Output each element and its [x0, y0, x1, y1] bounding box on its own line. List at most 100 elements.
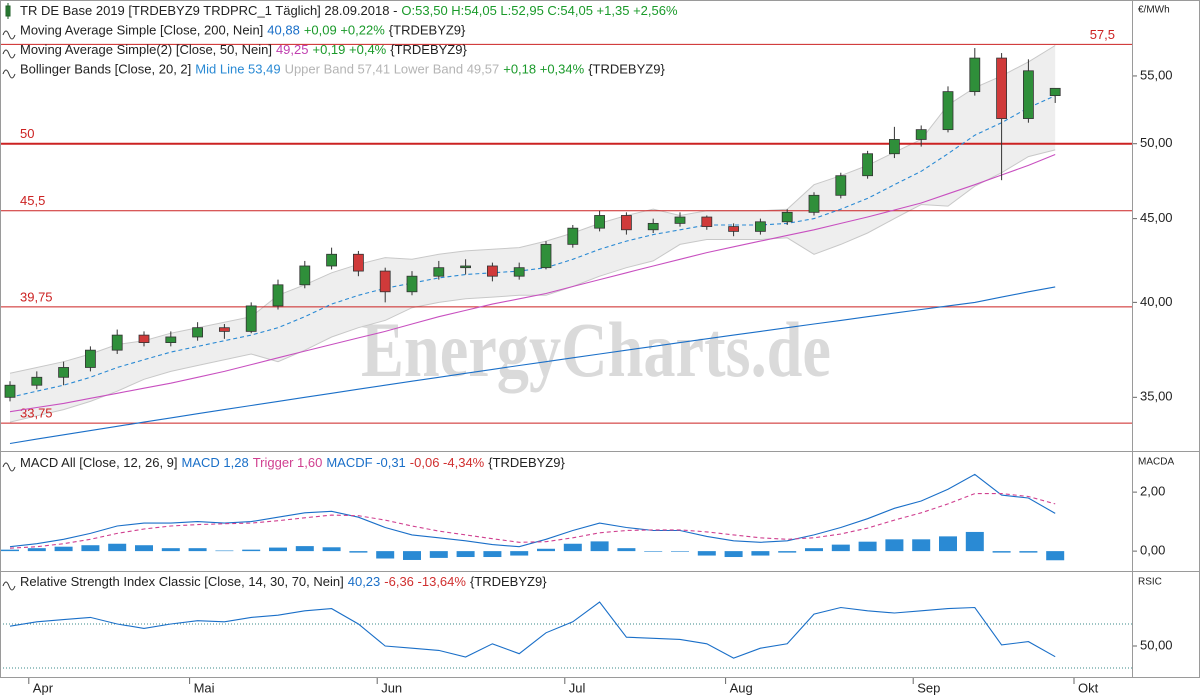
y-tick-label: 55,00 — [1140, 67, 1173, 82]
line-icon — [2, 462, 16, 472]
band-fill — [10, 45, 1056, 423]
histogram-bar — [403, 551, 421, 560]
candle-body — [433, 267, 445, 277]
candle-body — [674, 216, 686, 224]
horizontal-line-label: 50 — [20, 126, 34, 141]
legend-entry: MACD All [Close, 12, 26, 9] MACD 1,28 Trig… — [20, 455, 565, 470]
indicator-line — [9, 493, 1056, 549]
legend-text: Moving Average Simple [Close, 200, Nein] — [20, 23, 263, 38]
histogram-bar — [751, 551, 770, 556]
legend-text: Relative Strength Index Classic [Close, … — [20, 574, 344, 589]
legend-text: 49,25 — [276, 42, 309, 57]
x-tick-label: Sep — [917, 680, 940, 695]
legend-icons — [2, 3, 16, 591]
candle-body — [58, 367, 69, 378]
histogram-bar — [671, 551, 689, 552]
legend-text: +0,18 +0,34% — [503, 62, 584, 77]
histogram-bar — [992, 551, 1011, 553]
legend-text: Upper Band 57,41 Lower Band 49,57 — [285, 62, 500, 77]
candle-body — [272, 284, 284, 307]
histogram-bar — [295, 546, 314, 552]
candle-body — [218, 327, 230, 332]
histogram-bar — [724, 551, 743, 558]
candle-body — [567, 227, 579, 245]
legend-text: Moving Average Simple(2) [Close, 50, Nei… — [20, 42, 272, 57]
x-tick-label: Aug — [730, 680, 753, 695]
histogram-bar — [322, 547, 341, 552]
indicator-line — [9, 473, 1056, 548]
legend-text: MACD All [Close, 12, 26, 9] — [20, 455, 178, 470]
legend-text: -0,06 -4,34% — [410, 455, 485, 470]
histogram-bar — [188, 548, 207, 552]
candle-body — [594, 215, 605, 229]
histogram-bar — [27, 548, 46, 552]
y-tick-label: 0,00 — [1140, 543, 1165, 558]
candle-body — [647, 222, 659, 231]
candle-body — [460, 265, 472, 269]
x-tick-label: Jul — [569, 680, 586, 695]
histogram-bar — [885, 539, 904, 552]
axis-label: €/MWh — [1138, 5, 1170, 16]
candle-body — [540, 243, 552, 269]
candle-body — [326, 253, 338, 267]
candle-body — [299, 265, 311, 286]
x-tick-label: Apr — [33, 680, 54, 695]
legend-text: TR DE Base 2019 [TRDEBYZ9 TRDPRC_1 Tägli… — [20, 3, 397, 18]
candle-body — [352, 253, 364, 272]
x-tick-label: Mai — [194, 680, 215, 695]
panel: EnergyCharts.de57,55045,539,7533,7535,00… — [0, 3, 1173, 445]
legend-text: 40,88 — [267, 23, 300, 38]
candle-body — [889, 139, 900, 155]
histogram-bar — [617, 548, 636, 552]
legend-text: {TRDEBYZ9} — [470, 574, 547, 589]
histogram-bar — [537, 548, 555, 552]
axis-label: MACDA — [1138, 457, 1174, 468]
histogram-bar — [135, 545, 153, 552]
candle-body — [808, 194, 820, 213]
legend-text: {TRDEBYZ9} — [488, 455, 565, 470]
histogram-bar — [429, 551, 448, 558]
candle-body — [915, 129, 927, 140]
candle-body — [728, 226, 739, 232]
candle-body — [1023, 70, 1034, 119]
legend-text: {TRDEBYZ9} — [390, 42, 467, 57]
candle-body — [942, 91, 954, 131]
histogram-bar — [242, 549, 261, 552]
histogram-bar — [563, 543, 582, 552]
histogram-bar — [456, 551, 475, 558]
candle-body — [781, 211, 793, 223]
legend-text: Trigger 1,60 — [253, 455, 323, 470]
x-tick-label: Okt — [1078, 680, 1099, 695]
candle-body — [835, 175, 847, 196]
candle-body — [486, 265, 498, 277]
candle-body — [996, 57, 1007, 119]
candle-body — [755, 221, 766, 232]
candle-body — [1049, 87, 1061, 97]
histogram-bar — [376, 551, 395, 559]
histogram-bar — [215, 550, 234, 552]
legend-entry: Moving Average Simple(2) [Close, 50, Nei… — [20, 42, 467, 57]
candle-body — [111, 334, 123, 351]
histogram-bar — [1046, 551, 1065, 561]
indicator-line — [9, 601, 1056, 659]
y-tick-label: 40,00 — [1140, 294, 1173, 309]
legend-text: -6,36 -13,64% — [384, 574, 466, 589]
band-line — [9, 149, 1056, 423]
legend-text: +0,09 +0,22% — [304, 23, 385, 38]
watermark: EnergyCharts.de — [361, 306, 831, 393]
histogram-bar — [965, 531, 984, 552]
histogram-bar — [108, 543, 127, 552]
legend-entry: Relative Strength Index Classic [Close, … — [20, 574, 547, 589]
candle-body — [969, 57, 981, 93]
histogram-bar — [939, 536, 957, 552]
horizontal-line-label: 39,75 — [20, 289, 53, 304]
candle-body — [406, 275, 418, 293]
legend-text: 40,23 — [348, 574, 381, 589]
legend-text: Bollinger Bands [Close, 20, 2] — [20, 62, 191, 77]
plot-layers: EnergyCharts.de57,55045,539,7533,7535,00… — [0, 3, 1174, 695]
legend-text: {TRDEBYZ9} — [588, 62, 665, 77]
y-tick-label: 50,00 — [1140, 135, 1173, 150]
candle-body — [4, 384, 16, 398]
